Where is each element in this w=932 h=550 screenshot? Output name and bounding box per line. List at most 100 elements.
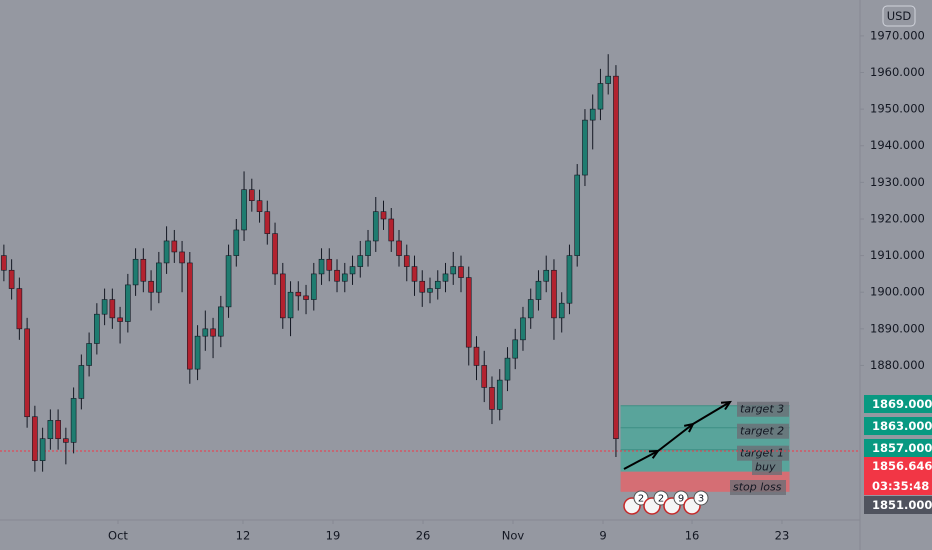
y-tick-label: 1880.000 — [870, 358, 925, 372]
candle-body — [318, 258, 325, 275]
candle-body — [589, 108, 596, 121]
candle-body — [16, 288, 23, 330]
candle-body — [24, 328, 30, 418]
candle-body — [47, 420, 54, 440]
candle-body — [551, 269, 557, 319]
candle-body — [597, 83, 604, 110]
candle-body — [264, 211, 271, 234]
candle-body — [140, 258, 147, 282]
price-label-bg — [864, 417, 932, 435]
candle-body — [101, 299, 108, 315]
x-tick-label: 9 — [599, 529, 606, 543]
candle-body — [357, 255, 364, 267]
price-label: 1857.000 — [872, 441, 932, 455]
x-tick-label: Nov — [502, 529, 525, 543]
target-label: target 1 — [740, 447, 784, 460]
y-tick-label: 1970.000 — [870, 28, 925, 42]
candle-body — [489, 387, 495, 410]
candle-body — [512, 339, 519, 359]
currency: USD — [887, 9, 912, 23]
candle-body — [171, 240, 178, 253]
candle-body — [365, 240, 371, 256]
candle-body — [434, 280, 441, 289]
candle-body — [403, 255, 410, 267]
candle-body — [605, 75, 611, 84]
candle-body — [388, 218, 395, 242]
candle-body — [326, 258, 333, 271]
candle-body — [187, 262, 193, 370]
candle-body — [156, 262, 162, 293]
candle-body — [574, 174, 581, 256]
y-tick-label: 1920.000 — [870, 211, 925, 225]
y-tick-label: 1890.000 — [870, 321, 925, 335]
price-label-bg — [864, 395, 932, 413]
x-tick-label: 26 — [416, 529, 431, 543]
candle-body — [310, 273, 317, 300]
candle-body — [396, 240, 402, 256]
currency-box[interactable] — [882, 5, 916, 27]
y-tick-label: 1940.000 — [870, 138, 925, 152]
target-label: target 3 — [740, 403, 784, 416]
event-count: 3 — [698, 494, 704, 505]
candle-body — [8, 269, 15, 289]
price-label-bg — [864, 439, 932, 457]
price-label-bg — [864, 496, 932, 514]
candle-body — [303, 295, 309, 300]
event-count: 2 — [658, 494, 664, 505]
candle-body — [458, 266, 464, 278]
candle-body — [179, 251, 185, 264]
plot-area: target 1 target 2 target 3 buy stop loss — [0, 54, 860, 495]
x-tick-label: 19 — [326, 529, 341, 543]
arrow — [657, 423, 694, 452]
candle-body — [148, 280, 154, 293]
candle-body — [55, 420, 61, 440]
current-price-label: 1856.646 — [872, 459, 932, 473]
arrow — [623, 450, 659, 470]
arrow — [692, 401, 731, 425]
target-label-bg — [737, 445, 789, 461]
candle-body — [225, 255, 232, 308]
price-label: 1851.000 — [872, 498, 932, 512]
x-tick-label: 23 — [775, 529, 790, 543]
y-tick-label: 1910.000 — [870, 248, 925, 262]
candle-body — [527, 299, 534, 319]
candle-body — [558, 302, 565, 319]
candle-body — [163, 240, 170, 264]
candle-body — [372, 211, 379, 242]
target-label-bg — [737, 401, 789, 417]
x-tick-label: 12 — [236, 529, 251, 543]
candle-body — [78, 365, 85, 399]
buy-label-bg — [752, 460, 782, 475]
candle-body — [125, 284, 131, 322]
candle-body — [496, 379, 503, 410]
candle-body — [349, 266, 356, 275]
candle-body — [63, 438, 69, 443]
candle-body — [334, 269, 340, 282]
candle-body — [256, 200, 263, 212]
countdown: 03:35:48 — [872, 479, 929, 493]
y-tick-label: 1950.000 — [870, 102, 925, 116]
candle-body — [504, 357, 511, 381]
y-tick-label: 1900.000 — [870, 285, 925, 299]
y-tick-label: 1960.000 — [870, 65, 925, 79]
candle-body — [465, 277, 472, 348]
candle-body — [279, 273, 286, 319]
x-tick-label: Oct — [108, 529, 128, 543]
target-label-bg — [737, 423, 789, 439]
candle-body — [1, 255, 7, 271]
candle-body — [117, 317, 123, 322]
stop-label: stop loss — [733, 481, 782, 494]
candle-body — [86, 343, 92, 366]
candle-body — [566, 255, 573, 304]
candle-body — [272, 233, 278, 275]
arrow-head — [720, 400, 732, 411]
candle-body — [543, 269, 550, 282]
candle-body — [341, 273, 348, 282]
target-label: target 2 — [740, 425, 784, 438]
candle-body — [295, 291, 302, 297]
candle-body — [210, 328, 216, 337]
candle-body — [249, 189, 255, 201]
stop-label-bg — [730, 480, 786, 495]
price-label: 1869.000 — [872, 397, 932, 411]
